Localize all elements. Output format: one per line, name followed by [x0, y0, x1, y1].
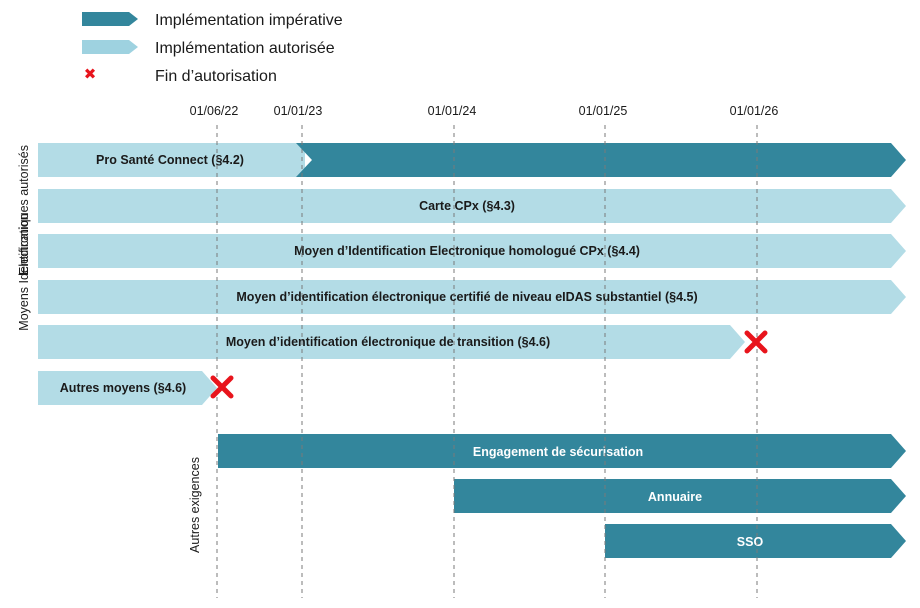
authorized-bar	[38, 371, 217, 405]
date-label: 01/01/24	[428, 104, 477, 118]
timeline-row: Moyen d’identification électronique de t…	[38, 325, 745, 359]
legend-authorized-label: Implémentation autorisée	[155, 40, 335, 57]
date-gridlines	[216, 125, 758, 598]
date-label: 01/01/26	[730, 104, 779, 118]
timeline-row: Engagement de sécurisation	[218, 434, 906, 468]
bars: Pro Santé Connect (§4.2) Carte CPx (§4.3…	[38, 143, 906, 558]
imperative-bar	[296, 143, 906, 177]
end-markers	[210, 330, 768, 399]
date-label: 01/06/22	[190, 104, 239, 118]
legend: Implémentation impérative Implémentation…	[82, 12, 343, 85]
bar-label: SSO	[737, 535, 764, 549]
timeline-row: Pro Santé Connect (§4.2)	[38, 143, 906, 177]
bar-label: Moyen d’identification électronique de t…	[226, 335, 550, 349]
timeline-row: Autres moyens (§4.6)	[38, 371, 217, 405]
bar-label: Moyen d’Identification Electronique homo…	[294, 244, 640, 258]
authorized-bar	[38, 234, 906, 268]
date-axis: 01/06/22 01/01/23 01/01/24 01/01/25 01/0…	[190, 104, 779, 118]
legend-imperative-arrow	[82, 12, 138, 26]
authorized-bar	[38, 189, 906, 223]
group-labels: Moyens Identification Electroniques auto…	[17, 145, 202, 553]
legend-end-marker-icon: ✖	[84, 65, 97, 83]
authorized-bar	[38, 143, 305, 177]
imperative-bar	[218, 434, 906, 468]
legend-authorized-arrow	[82, 40, 138, 54]
timeline-row: SSO	[605, 524, 906, 558]
legend-end-label: Fin d’autorisation	[155, 68, 277, 85]
authorized-bar	[38, 325, 745, 359]
imperative-bar	[605, 524, 906, 558]
bar-label: Annuaire	[648, 490, 702, 504]
date-label: 01/01/23	[274, 104, 323, 118]
group-label-identification-line2: Electroniques autorisés	[17, 145, 31, 275]
bar-label: Carte CPx (§4.3)	[419, 199, 515, 213]
legend-imperative-label: Implémentation impérative	[155, 12, 343, 29]
bar-label: Moyen d’identification électronique cert…	[236, 290, 697, 304]
timeline-row: Moyen d’identification électronique cert…	[38, 280, 906, 314]
bar-label: Engagement de sécurisation	[473, 445, 643, 459]
bar-label: Autres moyens (§4.6)	[60, 381, 186, 395]
imperative-bar	[454, 479, 906, 513]
timeline-row: Annuaire	[454, 479, 906, 513]
timeline-row: Carte CPx (§4.3)	[38, 189, 906, 223]
bar-label: Pro Santé Connect (§4.2)	[96, 153, 244, 167]
date-label: 01/01/25	[579, 104, 628, 118]
group-label-identification-line1: Moyens Identification	[17, 213, 31, 330]
end-marker-icon	[210, 375, 234, 399]
end-marker-icon	[744, 330, 768, 354]
group-label-other-requirements: Autres exigences	[188, 457, 202, 553]
timeline-row: Moyen d’Identification Electronique homo…	[38, 234, 906, 268]
authorized-bar	[38, 280, 906, 314]
